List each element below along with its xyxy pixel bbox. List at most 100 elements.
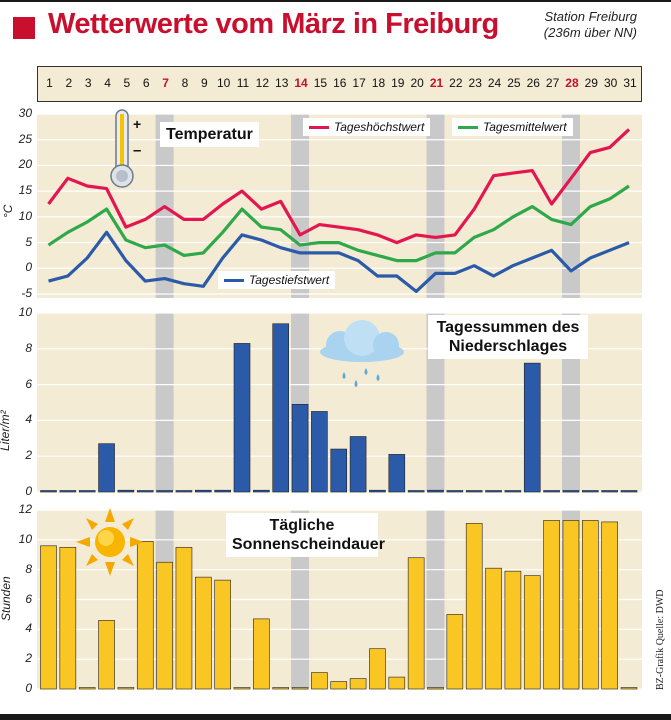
y-tick-label: 8 [25,561,32,576]
sunshine-bar [562,520,580,690]
precipitation-bar [485,490,502,493]
sunshine-bar [253,618,270,690]
day-axis: 1 2 3 4 5 6 7 8 9 10 11 12 13 14 15 16 17 18 19 20 21 22 23 24 2… [37,66,642,102]
page-title: Wetterwerte vom März in Freiburg [48,8,499,40]
thermometer-icon: + – [110,109,141,188]
precipitation-bar [311,411,328,493]
day-label: 28 [565,76,579,90]
precipitation-bar [40,490,57,493]
title-marker [13,17,35,39]
sunshine-bar [272,687,290,690]
day-label: 8 [181,76,189,90]
sun-icon [76,508,144,576]
day-label: 2 [65,76,73,90]
legend-mean: Tagesmittelwert [452,118,573,136]
day-label: 24 [487,76,502,90]
precipitation-bar [369,489,386,493]
y-tick-label: -5 [21,286,32,300]
sunshine-bar [291,687,309,690]
day-label: 20 [410,76,424,90]
y-tick-label: 6 [25,376,32,391]
day-label: 4 [104,76,111,90]
sunshine-bar [485,567,502,690]
sunshine-bar [117,687,135,690]
mean-temperature-line [47,184,630,263]
day-label: 13 [275,76,289,90]
y-tick-label: 5 [25,234,32,249]
sunshine-bar [465,523,483,690]
sunshine-bar [581,520,599,690]
day-label: 25 [507,76,521,90]
day-label: 16 [333,76,347,90]
precipitation-bar [136,490,154,493]
svg-text:–: – [133,142,141,159]
sunshine-bar [427,687,444,690]
sunshine-bar [156,561,173,690]
min-temperature-line [48,230,630,293]
precipitation-bar [330,448,348,493]
day-label: 26 [526,76,540,90]
day-label: 11 [236,76,250,90]
y-tick-label: 4 [25,412,32,427]
precipitation-bar [504,490,522,493]
precipitation-bar [117,489,135,493]
day-label: 14 [294,76,308,90]
y-tick-label: 0 [25,260,32,275]
sunshine-bar [620,687,638,690]
day-label: 18 [371,76,386,90]
day-label: 30 [603,76,618,90]
precipitation-bar [195,489,212,493]
sunshine-bar [504,570,522,690]
precipitation-bar [272,323,290,493]
bottom-rule [0,714,671,720]
day-label: 31 [623,76,637,90]
precipitation-bar [601,490,618,493]
sunday-shade [155,313,174,493]
day-label: 27 [545,76,560,90]
precipitation-bar [59,490,77,493]
sunshine-bar [233,687,251,690]
sunshine-bar [446,614,464,690]
sunshine-bar [78,687,96,690]
sunshine-bar [330,681,348,690]
y-tick-label: 2 [25,448,32,463]
precipitation-bar [523,362,541,493]
sunshine-bar [98,620,115,690]
sunshine-bar [601,521,618,690]
day-label: 3 [84,76,92,90]
temperature-panel [37,114,642,298]
legend-mean-swatch [458,125,478,129]
y-tick-label: 12 [18,502,32,516]
precipitation-bar [407,490,425,493]
day-label: 23 [468,76,482,90]
precipitation-bar [156,490,173,493]
precipitation-bar [214,489,231,493]
precipitation-bar [253,489,270,493]
day-label: 12 [255,76,270,90]
y-tick-label: 10 [18,208,32,223]
precipitation-bar [427,489,444,493]
station-info: Station Freiburg (236m über NN) [544,9,637,41]
day-label: 19 [391,76,405,90]
y-tick-label: 25 [18,131,32,146]
sunshine-bar [543,520,560,690]
y-tick-label: 0 [25,681,32,695]
sunshine-bar [311,672,328,690]
legend-min: Tagestiefstwert [218,271,336,289]
day-label: 9 [200,76,208,90]
legend-mean-label: Tagesmittelwert [483,120,567,134]
precipitation-bar [446,490,464,493]
legend-max-swatch [309,125,329,129]
sunshine-bar [59,546,77,690]
sunshine-bar [407,557,425,690]
day-label: 21 [429,76,444,90]
y-tick-label: 6 [25,591,32,606]
day-label: 7 [162,76,169,90]
y-tick-label: 10 [18,531,32,546]
precipitation-bar [233,343,251,493]
station-altitude: (236m über NN) [543,25,637,40]
precipitation-bar [349,436,367,493]
source-credit: BZ-Grafik Quelle: DWD [655,589,666,690]
y-tick-label: 4 [25,621,32,636]
